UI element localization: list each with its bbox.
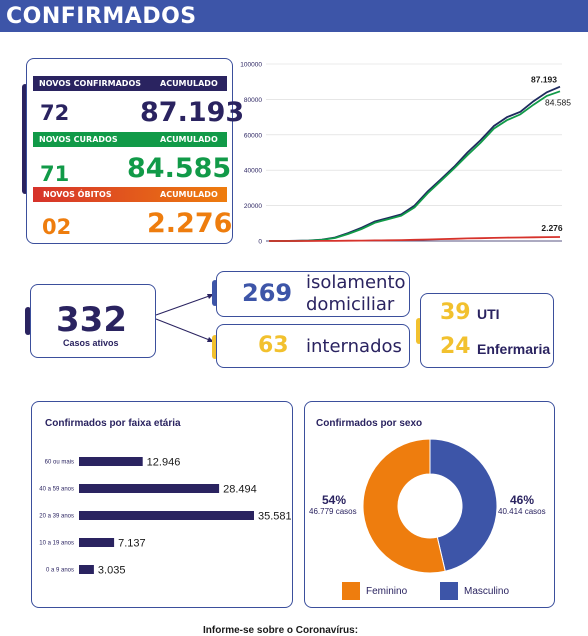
ativos-value: 332: [56, 300, 127, 340]
header-bar: CONFIRMADOS: [0, 0, 588, 32]
series-end-label: 84.585: [545, 97, 571, 107]
confirmados-label-strip: NOVOS CONFIRMADOS ACUMULADO: [33, 76, 227, 91]
y-tick-label: 0: [258, 239, 262, 246]
series-line: [269, 236, 561, 242]
obitos-acum-label: ACUMULADO: [160, 190, 218, 199]
uti-value: 39: [440, 300, 471, 325]
y-tick-label: 20000: [244, 203, 262, 210]
internados-accent-bar: [212, 335, 218, 359]
uti-accent-bar: [416, 318, 422, 344]
obitos-new: 02: [42, 215, 72, 239]
confirmados-label: NOVOS CONFIRMADOS: [39, 79, 142, 88]
isolamento-label-line2: domiciliar: [306, 294, 395, 315]
footer-text: Informe-se sobre o Coronavírus:: [203, 625, 359, 636]
bar: [79, 457, 143, 466]
age-chart-panel: [31, 401, 293, 608]
enfermaria-label: Enfermaria: [477, 341, 551, 357]
bar: [79, 565, 94, 574]
bar-value-label: 12.946: [147, 457, 181, 469]
series-end-label: 2.276: [541, 223, 563, 233]
confirmados-new: 72: [40, 101, 70, 125]
curados-new: 71: [40, 162, 70, 186]
curados-acum-label: ACUMULADO: [160, 135, 218, 144]
summary-accent-bar: [22, 84, 28, 194]
ativos-accent-bar: [25, 307, 31, 335]
arrow-to-internados: [155, 318, 213, 342]
masc-pct: 46%: [510, 493, 535, 507]
y-tick-label: 80000: [244, 97, 262, 104]
y-tick-label: 60000: [244, 132, 262, 139]
isolamento-box: [216, 271, 410, 317]
internados-label: internados: [306, 336, 402, 357]
fem-pct: 54%: [322, 493, 347, 507]
confirmados-acum-label: ACUMULADO: [160, 79, 218, 88]
slice-feminino: [362, 438, 446, 574]
enfermaria-value: 24: [440, 334, 471, 359]
legend-masculino-label: Masculino: [464, 586, 510, 597]
curados-label-strip: NOVOS CURADOS ACUMULADO: [33, 132, 227, 147]
curados-total: 84.585: [127, 153, 232, 184]
y-tick-label: 40000: [244, 168, 262, 175]
bar: [79, 484, 220, 493]
bar-category-label: 40 a 59 anos: [39, 487, 74, 493]
fem-cases: 46.779 casos: [309, 507, 357, 516]
cumulative-line-chart: 100000 80000 60000 40000 20000 0 87.193 84.585 2…: [240, 62, 571, 246]
bar-value-label: 35.581: [258, 511, 291, 523]
ativos-label: Casos ativos: [63, 338, 119, 348]
connector-arrows: [155, 294, 214, 342]
bar-value-label: 3.035: [98, 565, 126, 577]
obitos-label-strip: NOVOS ÓBITOS ACUMULADO: [33, 187, 227, 202]
internados-box: [216, 324, 410, 368]
page-title: CONFIRMADOS: [6, 4, 197, 29]
bar: [79, 538, 115, 547]
internados-value: 63: [258, 333, 289, 358]
bar-value-label: 28.494: [223, 484, 257, 496]
age-chart-title: Confirmados por faixa etária: [45, 418, 181, 429]
bar-value-label: 7.137: [118, 538, 146, 550]
bar-category-label: 60 ou mais: [45, 460, 74, 466]
masc-cases: 40.414 casos: [498, 507, 546, 516]
uti-label: UTI: [477, 306, 500, 322]
bar-category-label: 20 a 39 anos: [39, 514, 74, 520]
y-tick-label: 100000: [240, 62, 262, 69]
obitos-label: NOVOS ÓBITOS: [43, 190, 112, 199]
legend-feminino-label: Feminino: [366, 586, 408, 597]
curados-label: NOVOS CURADOS: [39, 135, 118, 144]
isolamento-label-line1: isolamento: [306, 272, 406, 293]
arrow-to-isolamento: [155, 294, 213, 316]
isolamento-value: 269: [242, 279, 293, 307]
isolamento-accent-bar: [212, 280, 218, 306]
sex-chart-title: Confirmados por sexo: [316, 418, 423, 429]
bar-category-label: 0 a 9 anos: [46, 568, 74, 574]
bar-category-label: 10 a 19 anos: [39, 541, 74, 547]
legend-feminino-swatch: [342, 582, 360, 600]
ativos-box: [30, 284, 156, 358]
bar: [79, 511, 254, 520]
series-end-label: 87.193: [531, 75, 557, 85]
uti-enfermaria-box: [420, 293, 554, 368]
series-line: [269, 85, 561, 242]
legend-masculino-swatch: [440, 582, 458, 600]
confirmados-total: 87.193: [140, 97, 245, 128]
age-bar-chart: 60 ou mais 12.946 40 a 59 anos 28.494 20 a 3…: [39, 457, 291, 577]
slice-masculino: [429, 438, 498, 572]
obitos-total: 2.276: [147, 208, 233, 239]
sex-donut-chart: [362, 438, 498, 574]
